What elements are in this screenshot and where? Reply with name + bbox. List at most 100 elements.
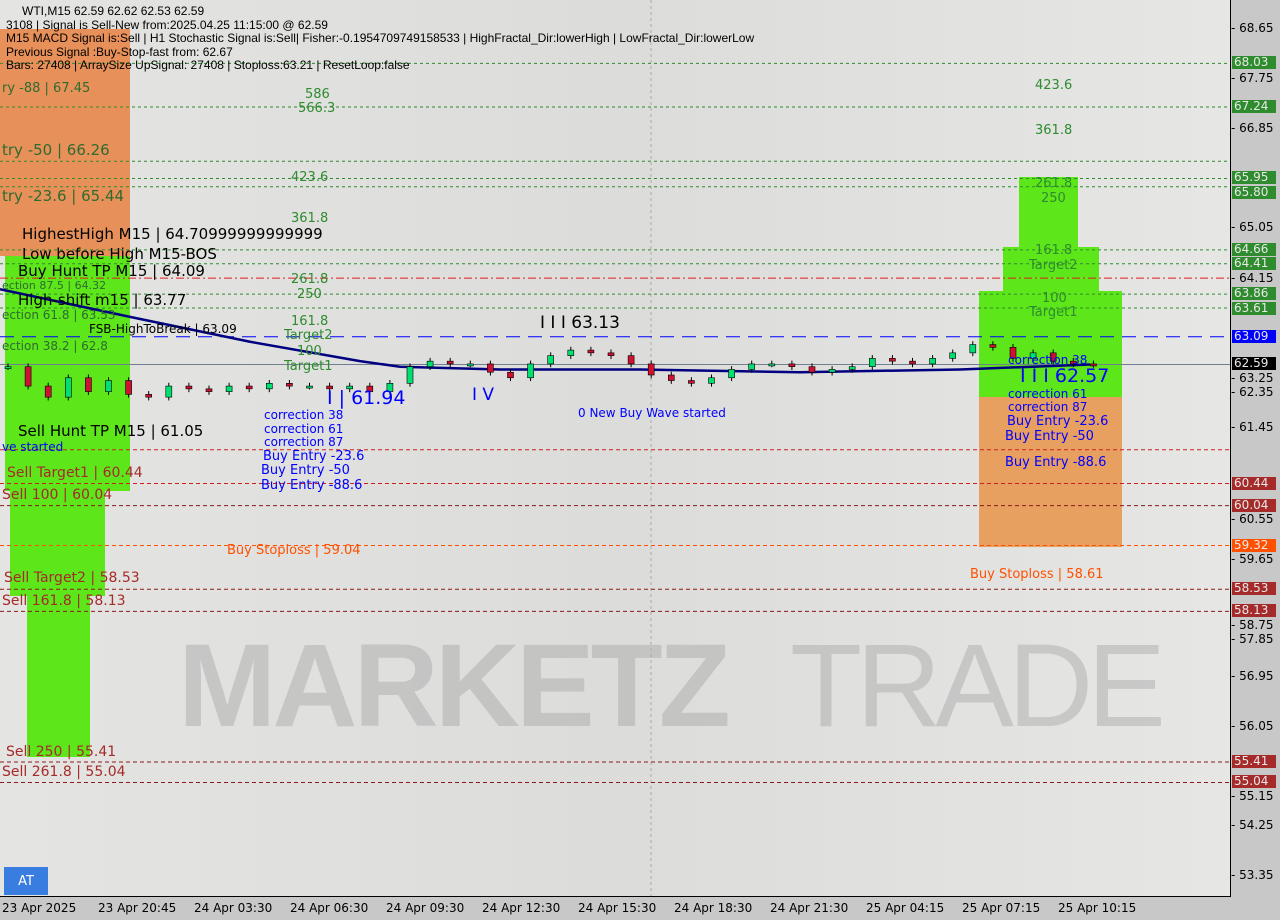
price-tag: 64.66: [1232, 242, 1276, 256]
bull-candle: [848, 366, 856, 370]
chart-label: 361.8: [1035, 122, 1073, 138]
bull-candle: [828, 369, 836, 373]
price-tick-label: - 59.65: [1231, 552, 1274, 566]
price-tag: 60.44: [1232, 476, 1276, 490]
bear-candle: [125, 380, 132, 395]
time-tick-label: 24 Apr 06:30: [290, 901, 369, 915]
time-tick-label: 24 Apr 21:30: [770, 901, 849, 915]
chart-label: Buy Entry -23.6: [1007, 413, 1109, 429]
bear-candle: [788, 363, 796, 367]
bull-candle: [768, 363, 776, 367]
price-tick-label: - 63.25: [1231, 370, 1274, 385]
chart-label: 161.8: [1035, 243, 1073, 259]
bear-candle: [1070, 360, 1077, 365]
time-tick-label: 24 Apr 03:30: [194, 901, 273, 915]
chart-area[interactable]: MARKETZ TRADE ry -88 | 67.45 586 566.3 try …: [0, 0, 1231, 897]
bull-candle: [527, 363, 534, 379]
chart-label: correction 38: [264, 408, 344, 422]
chart-label: FSB-HighToBreak | 63.09: [89, 321, 237, 336]
price-tag: 58.53: [1232, 582, 1276, 596]
chart-label: High-shift m15 | 63.77: [18, 290, 187, 309]
info-line: 3108 | Signal is Sell-New from:2025.04.2…: [6, 17, 328, 32]
bull-candle: [728, 369, 735, 379]
price-tick-label: - 68.65: [1231, 21, 1274, 35]
chart-label: Target1: [284, 358, 333, 374]
bull-candle: [929, 358, 936, 365]
price-tag: 55.04: [1232, 775, 1276, 789]
time-tick-label: 24 Apr 15:30: [578, 901, 657, 915]
price-tick-label: - 67.75: [1231, 70, 1274, 85]
chart-label: Low before High M15-BOS: [22, 244, 217, 263]
time-tick-label: 25 Apr 07:15: [962, 901, 1041, 915]
bull-candle: [949, 352, 957, 359]
bull-candle: [868, 358, 876, 367]
price-tag: 58.13: [1232, 604, 1276, 618]
price-tag: 67.24: [1232, 100, 1276, 114]
bull-candle: [466, 363, 474, 367]
chart-label: Buy Hunt TP M15 | 64.09: [18, 261, 205, 280]
auto-trading-button[interactable]: AT: [4, 867, 48, 895]
chart-label: Buy Entry -50: [1005, 428, 1094, 444]
time-tick-label: 24 Apr 09:30: [386, 901, 465, 915]
price-tag: 63.86: [1232, 287, 1276, 301]
chart-label: Sell 250 | 55.41: [6, 743, 117, 760]
price-tag: 64.41: [1232, 257, 1276, 271]
bear-candle: [205, 388, 213, 392]
chart-label: Buy Stoploss | 58.61: [970, 566, 1104, 582]
watermark-trade: TRADE: [790, 620, 1166, 752]
price-tick-label: - 66.85: [1231, 120, 1274, 135]
bear-candle: [688, 380, 695, 384]
bull-candle: [547, 355, 555, 365]
chart-label: 0 New Buy Wave started: [578, 405, 726, 420]
chart-label: Target2: [284, 328, 333, 344]
chart-label: Buy Entry -23.6: [263, 448, 365, 464]
watermark-brand: MARKETZ: [178, 620, 731, 752]
price-tick-label: - 60.55: [1231, 512, 1274, 527]
chart-label: 261.8: [291, 272, 329, 288]
price-tag: 63.09: [1232, 329, 1276, 343]
bull-candle: [4, 366, 12, 369]
bull-candle: [708, 377, 715, 384]
bull-candle: [346, 385, 354, 390]
price-tick-label: - 54.25: [1231, 818, 1274, 833]
chart-label: Sell Target2 | 58.53: [4, 570, 140, 587]
signal-zone: [1003, 246, 1099, 292]
price-tick-label: - 65.05: [1231, 220, 1274, 235]
chart-label: Sell Target1 | 60.44: [7, 465, 143, 482]
bear-candle: [808, 366, 816, 373]
bear-candle: [366, 385, 374, 392]
chart-label: ve started: [2, 439, 64, 454]
chart-label: Sell 161.8 | 58.13: [2, 592, 126, 609]
price-tag: 55.41: [1232, 754, 1276, 768]
bull-candle: [1029, 352, 1037, 359]
signal-zone: [1019, 176, 1078, 247]
time-tick-label: 25 Apr 10:15: [1058, 901, 1137, 915]
price-tick-label: - 62.35: [1231, 385, 1274, 400]
time-tick-label: 23 Apr 2025: [2, 901, 77, 915]
bear-candle: [667, 374, 675, 381]
info-line: Previous Signal :Buy-Stop-fast from: 62.…: [6, 44, 233, 59]
chart-label: try -50 | 66.26: [2, 141, 110, 160]
chart-label: 250: [297, 286, 322, 302]
bear-candle: [1009, 347, 1017, 359]
chart-label: I V: [472, 384, 495, 405]
bull-candle: [426, 360, 434, 367]
bear-candle: [487, 363, 494, 373]
bear-candle: [587, 349, 595, 354]
chart-label: correction 87: [1008, 400, 1088, 415]
chart-label: correction 61: [1008, 386, 1088, 401]
price-tick-label: - 61.45: [1231, 419, 1274, 434]
chart-label: 261.8: [1035, 176, 1073, 192]
signal-zone: [979, 397, 1122, 547]
chart-label: correction 38: [1008, 352, 1088, 367]
price-tick-label: - 53.35: [1231, 868, 1274, 882]
time-tick-label: 25 Apr 04:15: [866, 901, 945, 915]
chart-label: 423.6: [1035, 78, 1073, 94]
price-tag: 60.04: [1232, 498, 1276, 512]
time-tick-label: 24 Apr 12:30: [482, 901, 561, 915]
bear-candle: [286, 383, 293, 387]
price-tag: 65.80: [1232, 185, 1276, 199]
bull-candle: [225, 385, 233, 392]
chart-label: Sell Hunt TP M15 | 61.05: [18, 422, 204, 441]
price-tick-label: - 64.15: [1231, 270, 1274, 285]
